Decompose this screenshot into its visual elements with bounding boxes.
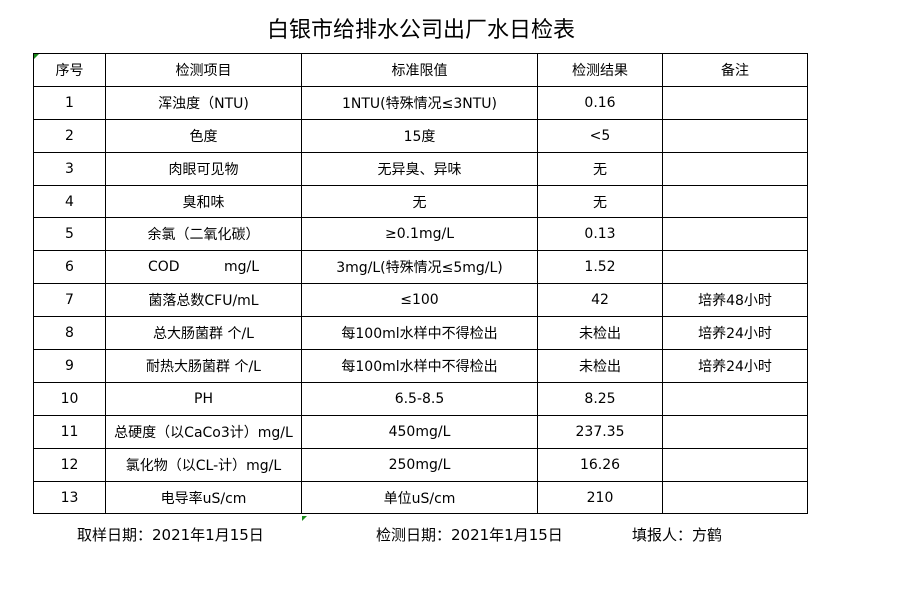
cell-remark: 培养48小时 [662,283,808,318]
cell-seq: 11 [33,414,106,449]
cell-item: 色度 [105,118,302,153]
cell-seq: 3 [33,151,106,186]
cell-standard: 单位uS/cm [301,480,538,515]
cell-item: 总大肠菌群 个/L [105,316,302,351]
header-standard: 标准限值 [301,53,538,87]
cell-item: 总硬度（以CaCo3计）mg/L [105,414,302,449]
cell-item: 臭和味 [105,184,302,219]
inspection-table: 序号 检测项目 标准限值 检测结果 备注 1 浑浊度（NTU) 1NTU(特殊情况≤3NTU)… [33,53,808,515]
cell-result: 0.16 [537,85,663,120]
header-row: 序号 检测项目 标准限值 检测结果 备注 [33,53,808,87]
reporter: 填报人：方鹤 [632,526,723,544]
cell-remark [662,250,808,285]
cell-item: PH [105,381,302,416]
cell-result: 未检出 [537,349,663,383]
cell-standard: 1NTU(特殊情况≤3NTU) [301,85,538,120]
test-date: 检测日期：2021年1月15日 [376,526,563,544]
table-row: 2 色度 15度 <5 [33,118,808,153]
cell-result: <5 [537,118,663,153]
table-row: 3 肉眼可见物 无异臭、异味无 [33,151,808,186]
cell-remark [662,85,808,120]
cell-result: 237.35 [537,414,663,449]
header-item: 检测项目 [105,53,302,87]
cell-result: 8.25 [537,381,663,416]
cell-marker-icon [34,54,39,59]
cell-remark [662,480,808,515]
table-row: 9 耐热大肠菌群 个/L 每100ml水样中不得检出 未检出 培养24小时 [33,349,808,383]
cell-seq: 9 [33,349,106,383]
cell-item: 肉眼可见物 [105,151,302,186]
cell-standard: 无 [301,184,538,219]
cell-result: 未检出 [537,316,663,351]
cell-result: 无 [537,151,663,186]
cell-seq: 2 [33,118,106,153]
cell-remark: 培养24小时 [662,349,808,383]
cell-item: 余氯（二氧化碳） [105,217,302,252]
cell-remark [662,381,808,416]
cell-remark [662,118,808,153]
cell-seq: 6 [33,250,106,285]
cell-standard: 450mg/L [301,414,538,449]
cell-standard: 15度 [301,118,538,153]
cell-seq: 7 [33,283,106,318]
table-row: 5 余氯（二氧化碳） ≥0.1mg/L 0.13 [33,217,808,252]
cell-result: 0.13 [537,217,663,252]
table-row: 1 浑浊度（NTU) 1NTU(特殊情况≤3NTU) 0.16 [33,85,808,120]
table-row: 6 COD mg/L 3mg/L(特殊情况≤5mg/L) 1.52 [33,250,808,285]
cell-seq: 13 [33,480,106,515]
cell-marker-icon [302,516,307,521]
cell-seq: 12 [33,447,106,482]
table-row: 11 总硬度（以CaCo3计）mg/L 450mg/L 237.35 [33,414,808,449]
cell-result: 16.26 [537,447,663,482]
cell-remark [662,217,808,252]
cell-result: 210 [537,480,663,515]
page-title: 白银市给排水公司出厂水日检表 [266,18,575,43]
cell-item: 电导率uS/cm [105,480,302,515]
header-seq: 序号 [33,53,106,87]
cell-item: 耐热大肠菌群 个/L [105,349,302,383]
cell-standard: 6.5-8.5 [301,381,538,416]
table-row: 12 氯化物（以CL-计）mg/L 250mg/L 16.26 [33,447,808,482]
cell-standard: 无异臭、异味 [301,151,538,186]
cell-seq: 8 [33,316,106,351]
cell-remark [662,151,808,186]
cell-remark: 培养24小时 [662,316,808,351]
cell-item: COD mg/L [105,250,302,285]
cell-seq: 1 [33,85,106,120]
cell-standard: ≤100 [301,283,538,318]
cell-standard: 3mg/L(特殊情况≤5mg/L) [301,250,538,285]
cell-standard: ≥0.1mg/L [301,217,538,252]
cell-seq: 4 [33,184,106,219]
sample-date: 取样日期：2021年1月15日 [77,526,264,544]
cell-standard: 每100ml水样中不得检出 [301,316,538,351]
table-row: 7 菌落总数CFU/mL ≤100 42 培养48小时 [33,283,808,318]
cell-item: 菌落总数CFU/mL [105,283,302,318]
table-row: 8 总大肠菌群 个/L 每100ml水样中不得检出 未检出 培养24小时 [33,316,808,351]
table-row: 13 电导率uS/cm 单位uS/cm 210 [33,480,808,515]
cell-remark [662,184,808,219]
header-remark: 备注 [662,53,808,87]
cell-result: 无 [537,184,663,219]
table-row: 10 PH 6.5-8.5 8.25 [33,381,808,416]
cell-item: 浑浊度（NTU) [105,85,302,120]
cell-item: 氯化物（以CL-计）mg/L [105,447,302,482]
cell-result: 42 [537,283,663,318]
table-row: 4 臭和味无无 [33,184,808,219]
cell-result: 1.52 [537,250,663,285]
header-result: 检测结果 [537,53,663,87]
cell-seq: 10 [33,381,106,416]
cell-remark [662,414,808,449]
cell-standard: 每100ml水样中不得检出 [301,349,538,383]
cell-seq: 5 [33,217,106,252]
cell-standard: 250mg/L [301,447,538,482]
cell-remark [662,447,808,482]
